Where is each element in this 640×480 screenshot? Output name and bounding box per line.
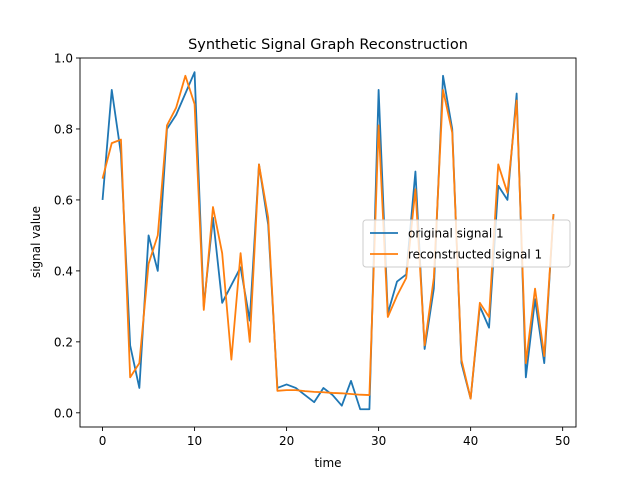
y-tick-label: 0.4 [54, 264, 73, 278]
x-tick-label: 20 [279, 434, 294, 448]
plot-area: 0 10 20 30 40 50 0.0 0.2 0.4 0.6 0.8 1.0 [54, 52, 577, 448]
legend-label-2: reconstructed signal 1 [408, 248, 542, 262]
x-tick-label: 0 [99, 434, 107, 448]
x-tick-label: 50 [555, 434, 570, 448]
axes-frame [79, 57, 577, 428]
y-tick-label: 1.0 [54, 52, 73, 66]
y-tick-label: 0.6 [54, 193, 73, 207]
y-tick-label: 0.8 [54, 122, 73, 136]
chart-title: Synthetic Signal Graph Reconstruction [188, 37, 468, 53]
x-tick-label: 40 [463, 434, 478, 448]
x-tick-label: 10 [187, 434, 202, 448]
y-tick-label: 0.2 [54, 335, 73, 349]
series-line-2 [101, 74, 555, 400]
x-tick-label: 30 [371, 434, 386, 448]
y-axis-label: signal value [29, 206, 43, 278]
y-tick-label: 0.0 [54, 406, 73, 420]
legend-label-1: original signal 1 [408, 227, 504, 241]
legend-box [362, 219, 571, 268]
x-axis-label: time [314, 456, 341, 470]
legend: original signal 1 reconstructed signal 1 [362, 219, 571, 268]
